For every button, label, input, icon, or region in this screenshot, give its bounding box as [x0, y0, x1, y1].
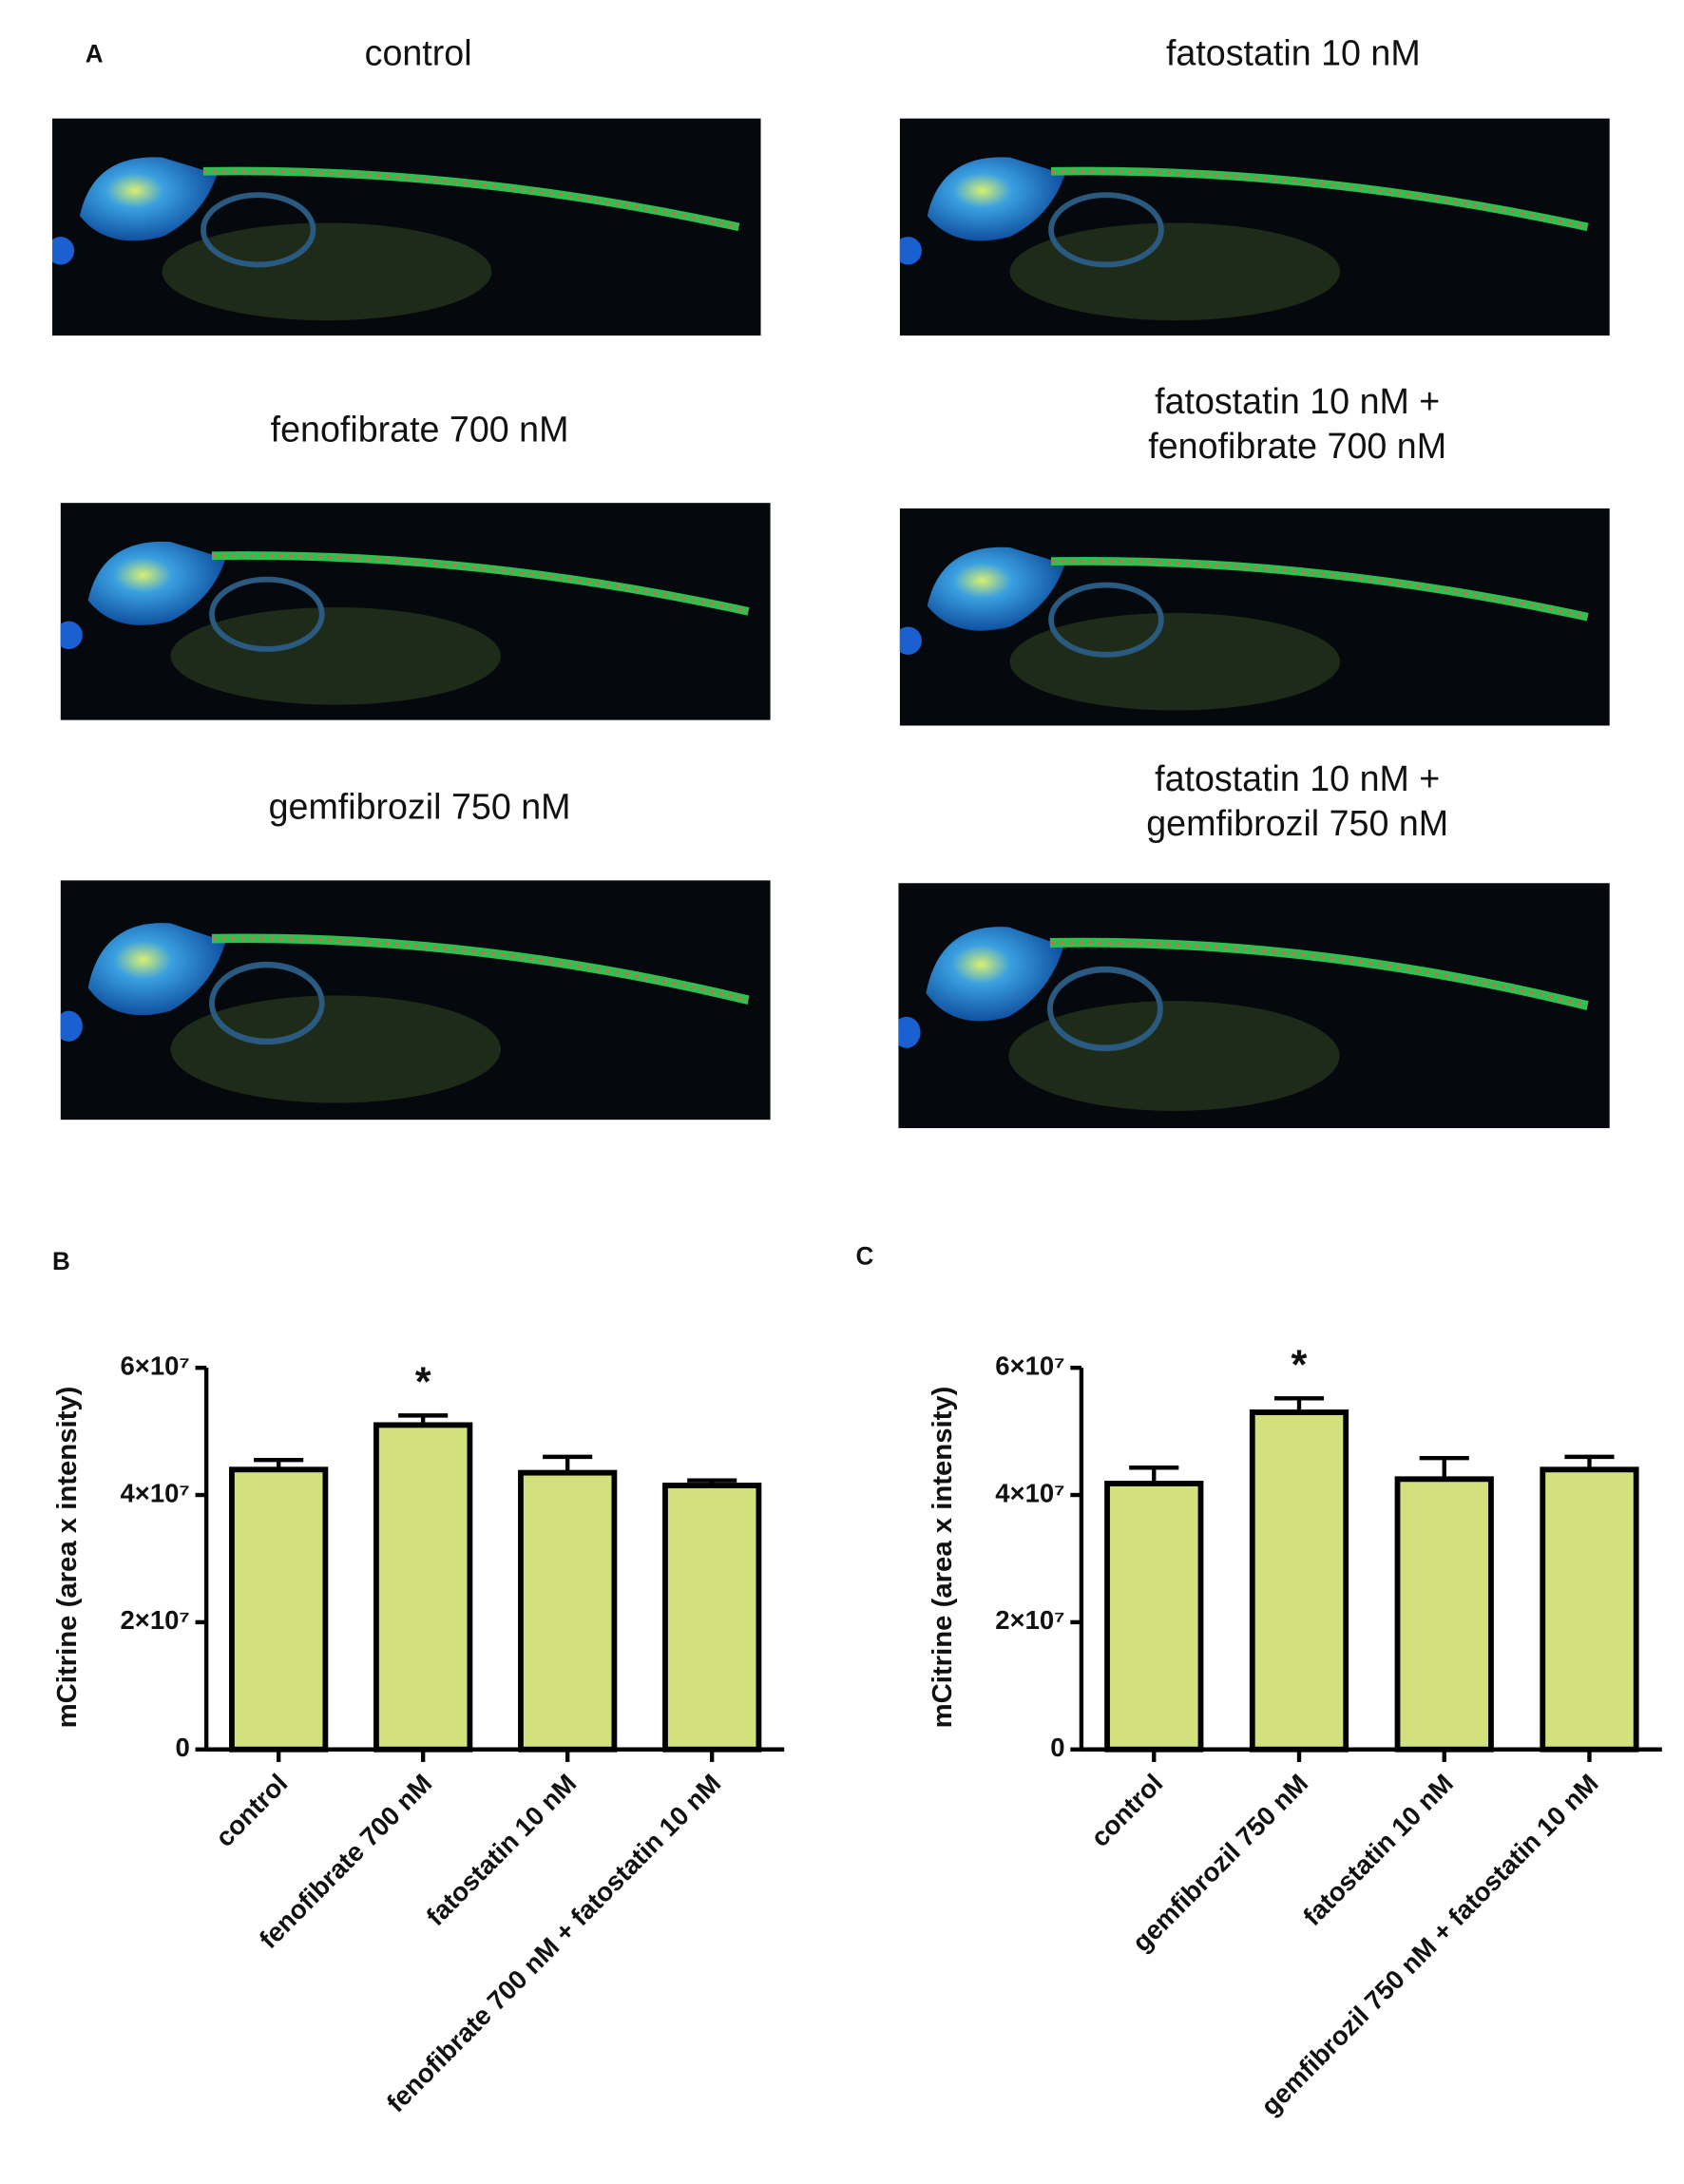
image-title: fatostatin 10 nM: [1166, 33, 1421, 73]
panel-label: A: [86, 39, 104, 67]
micrograph: [55, 880, 771, 1120]
bar: [518, 1469, 618, 1753]
y-tick-label: 4×10⁷: [121, 1478, 190, 1507]
y-tick-label: 6×10⁷: [121, 1351, 190, 1380]
bar: [373, 1422, 473, 1753]
bar: [1104, 1481, 1204, 1753]
significance-marker: *: [415, 1359, 431, 1406]
x-tick-label: fatostatin 10 nM: [421, 1768, 583, 1931]
image-title: gemfibrozil 750 nM: [269, 787, 571, 827]
y-tick-label: 2×10⁷: [121, 1605, 190, 1635]
y-axis-label: mCitrine (area x intensity): [52, 1387, 83, 1729]
micrograph: [55, 503, 771, 720]
micrograph: [893, 883, 1610, 1128]
image-title: fenofibrate 700 nM: [1148, 427, 1446, 467]
image-title: fatostatin 10 nM +: [1155, 382, 1440, 422]
y-tick-label: 0: [1050, 1733, 1064, 1762]
image-title: fenofibrate 700 nM: [271, 410, 569, 450]
bar: [1249, 1409, 1349, 1753]
y-tick-label: 4×10⁷: [995, 1478, 1064, 1507]
significance-marker: *: [1292, 1341, 1308, 1388]
y-tick-label: 2×10⁷: [995, 1605, 1064, 1635]
y-tick-label: 6×10⁷: [995, 1351, 1064, 1380]
micrograph: [894, 119, 1610, 336]
x-tick-label: fatostatin 10 nM: [1297, 1768, 1459, 1931]
x-tick-label: fenofibrate 700 nM + fatostatin 10 nM: [381, 1768, 727, 2117]
image-title: gemfibrozil 750 nM: [1146, 804, 1448, 844]
micrograph: [894, 508, 1610, 726]
bar: [1394, 1476, 1494, 1753]
x-tick-label: gemfibrozil 750 nM + fatostatin 10 nM: [1255, 1768, 1604, 2120]
micrograph: [47, 119, 760, 336]
bar: [229, 1466, 329, 1753]
image-title: control: [365, 33, 472, 73]
y-axis-label: mCitrine (area x intensity): [928, 1387, 958, 1729]
image-title: fatostatin 10 nM +: [1155, 759, 1440, 799]
y-tick-label: 0: [175, 1733, 189, 1762]
panel-label: B: [52, 1247, 70, 1275]
x-tick-label: control: [210, 1768, 294, 1852]
bar: [1540, 1466, 1639, 1753]
bar: [662, 1483, 762, 1753]
panel-label: C: [855, 1241, 873, 1270]
x-tick-label: control: [1085, 1768, 1169, 1852]
